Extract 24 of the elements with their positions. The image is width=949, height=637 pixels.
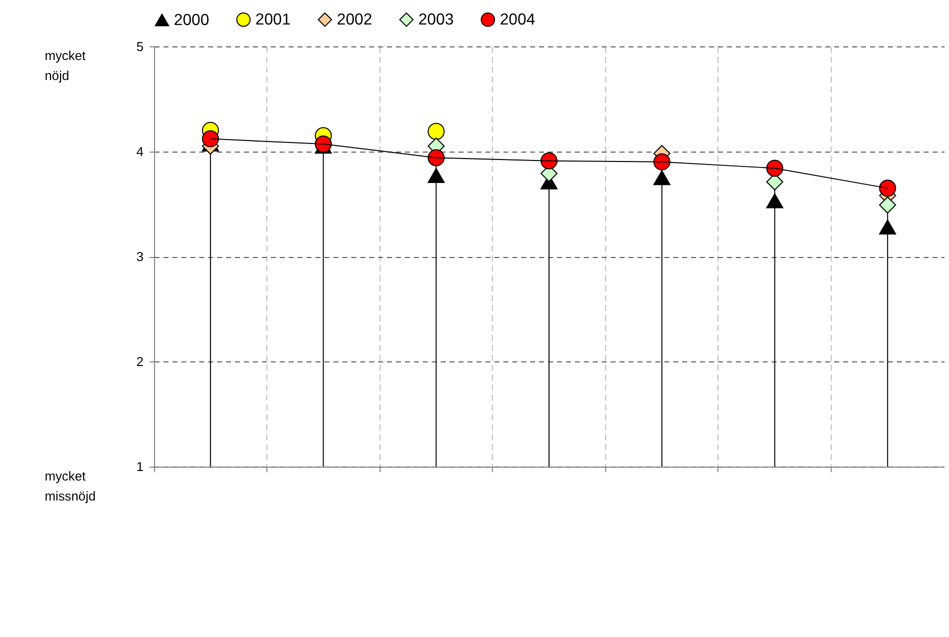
legend-label: 2002 [336, 12, 372, 29]
legend-label: 2001 [255, 12, 291, 29]
legend-label: 2003 [418, 12, 454, 29]
y-tick-label: 2 [136, 354, 144, 370]
point [428, 149, 445, 166]
point [540, 152, 558, 170]
point [653, 153, 670, 170]
y-tick-label: 3 [136, 248, 144, 264]
point [766, 160, 784, 177]
point [879, 220, 896, 235]
legend-label: 2000 [174, 12, 210, 29]
point [879, 196, 896, 214]
point [428, 168, 445, 184]
text: mycket missnöjd [44, 468, 96, 504]
y-tick-label: 1 [136, 459, 144, 474]
point [879, 180, 896, 197]
point [766, 193, 784, 208]
y-tick-label: 4 [136, 144, 144, 159]
text: mycket nöjd [44, 48, 86, 84]
point [428, 122, 445, 140]
point [314, 136, 332, 153]
y-tick-label: 5 [136, 38, 144, 54]
legend-label: 2004 [500, 12, 536, 29]
point [653, 170, 670, 186]
